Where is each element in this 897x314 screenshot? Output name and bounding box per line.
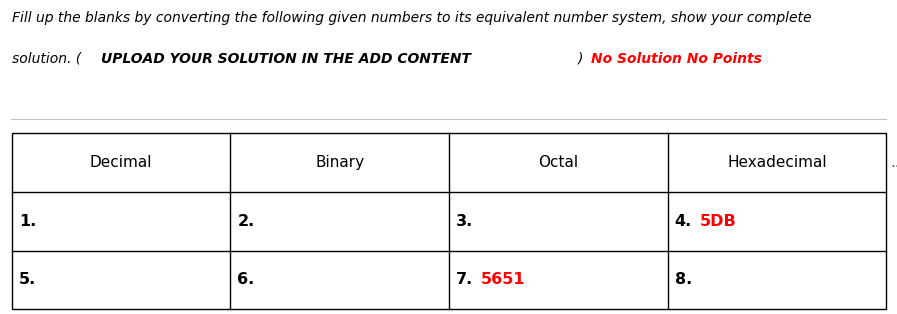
Text: 5651: 5651 [481, 273, 526, 288]
Text: Hexadecimal: Hexadecimal [727, 155, 827, 170]
Text: Binary: Binary [315, 155, 364, 170]
Text: 5DB: 5DB [700, 214, 736, 229]
Text: ...: ... [891, 155, 897, 170]
Text: solution. (: solution. ( [12, 52, 81, 66]
Text: 7.: 7. [456, 273, 474, 288]
Text: 8.: 8. [675, 273, 692, 288]
Text: 7.: 7. [456, 273, 474, 288]
Text: Octal: Octal [538, 155, 579, 170]
Text: 1.: 1. [19, 214, 36, 229]
Text: 4.: 4. [675, 214, 692, 229]
Text: Decimal: Decimal [90, 155, 152, 170]
Text: 5.: 5. [19, 273, 36, 288]
Text: 4.: 4. [675, 214, 692, 229]
Text: 2.: 2. [238, 214, 255, 229]
Text: Fill up the blanks by converting the following given numbers to its equivalent n: Fill up the blanks by converting the fol… [12, 11, 811, 25]
Text: ): ) [579, 52, 588, 66]
Text: UPLOAD YOUR SOLUTION IN THE ADD CONTENT: UPLOAD YOUR SOLUTION IN THE ADD CONTENT [100, 52, 471, 66]
Text: No Solution No Points: No Solution No Points [591, 52, 762, 66]
Bar [12, 133, 886, 309]
Text: 6.: 6. [238, 273, 255, 288]
Text: 3.: 3. [456, 214, 474, 229]
